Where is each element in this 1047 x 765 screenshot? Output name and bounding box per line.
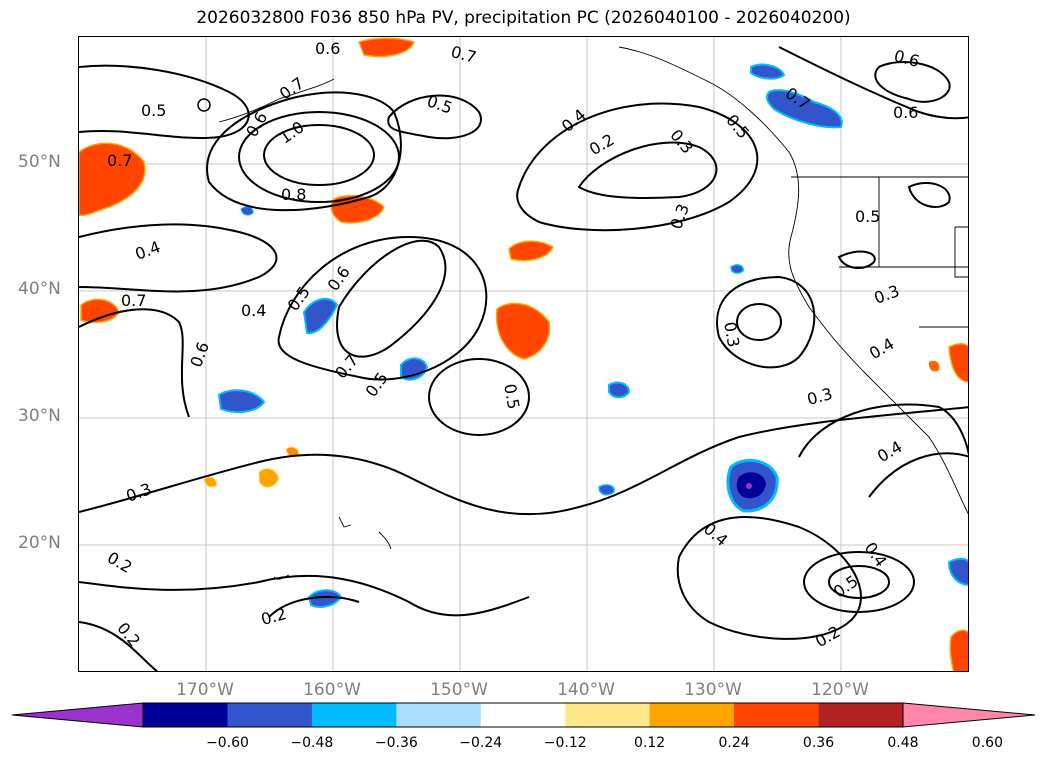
contour-label: 0.4 [699, 519, 732, 550]
lon-label-140w: 140°W [557, 680, 615, 700]
contour-label: 0.6 [242, 108, 272, 141]
contour-label: 0.3 [720, 320, 744, 349]
contour-label: 0.8 [281, 185, 307, 204]
contour-labels: 0.5 0.7 0.6 0.7 1.0 0.8 0.6 0.7 0.5 0.4 … [79, 37, 968, 671]
colorbar-extend-high [902, 702, 1036, 728]
colorbar-tick-label: −0.48 [290, 735, 334, 751]
colorbar-tick-label: 0.12 [634, 735, 666, 751]
contour-label: 0.4 [865, 333, 898, 364]
lat-label-20n: 20°N [18, 533, 61, 553]
contour-label: 0.4 [132, 237, 163, 264]
lat-label-50n: 50°N [18, 152, 61, 172]
colorbar-cell [565, 703, 651, 727]
colorbar-cell [649, 703, 735, 727]
contour-label: 0.4 [873, 436, 906, 467]
contour-label: 0.2 [811, 621, 844, 652]
colorbar-cell [311, 703, 397, 727]
contour-label: 0.7 [121, 291, 147, 310]
contour-label: 0.6 [893, 103, 919, 122]
colorbar-extend-low [11, 702, 144, 728]
contour-label: 0.5 [283, 282, 314, 315]
contour-label: 0.5 [829, 571, 862, 602]
map-plot-area: 0.5 0.7 0.6 0.7 1.0 0.8 0.6 0.7 0.5 0.4 … [78, 36, 969, 672]
graticule [79, 37, 968, 671]
lon-label-130w: 130°W [684, 680, 742, 700]
contour-label: 0.6 [315, 39, 341, 58]
colorbar-tick-label: 0.36 [802, 735, 835, 751]
contour-label: 0.2 [258, 604, 289, 629]
colorbar-cell [734, 703, 820, 727]
colorbar-cell [143, 703, 228, 727]
colorbar [11, 702, 1036, 728]
contour-label: 0.4 [557, 105, 590, 136]
pv-contours [79, 46, 968, 671]
colorbar-cell [818, 703, 904, 727]
contour-label: 0.7 [275, 73, 308, 104]
contour-label: 0.3 [871, 281, 902, 308]
contour-label: 0.7 [331, 350, 363, 383]
pv-small-ring [197, 98, 211, 112]
contour-label: 0.4 [241, 301, 267, 320]
map-title: 2026032800 F036 850 hPa PV, precipitatio… [196, 8, 851, 28]
lat-label-30n: 30°N [18, 406, 61, 426]
colorbar-tick-label: −0.60 [205, 735, 249, 751]
contour-label: 0.2 [103, 547, 136, 578]
lon-label-120w: 120°W [811, 680, 869, 700]
contour-label: 0.3 [123, 479, 154, 506]
colorbar-cell [396, 703, 482, 727]
contour-label: 0.7 [448, 42, 479, 67]
contour-label: 0.3 [666, 125, 698, 158]
contour-label: 1.0 [275, 117, 308, 148]
colorbar-tick-label: 0.48 [887, 735, 919, 751]
contour-label: 0.7 [781, 83, 814, 114]
colorbar-tick-label: 0.24 [718, 735, 750, 751]
contour-label: 0.6 [891, 46, 922, 71]
colorbar-tick-label: 0.60 [971, 735, 1003, 751]
contour-label: 0.6 [186, 339, 214, 370]
colorbar-tick-label: −0.36 [374, 735, 418, 751]
precip-negative-areas [217, 63, 968, 608]
precip-positive-areas [79, 37, 968, 671]
contour-label: 0.5 [424, 91, 455, 118]
contour-label: 0.5 [361, 368, 392, 401]
lon-label-150w: 150°W [430, 680, 488, 700]
contour-label: 0.5 [855, 207, 881, 226]
contour-label: 0.5 [500, 382, 524, 411]
map-canvas [79, 37, 968, 671]
lon-label-160w: 160°W [303, 680, 361, 700]
contour-label: 0.2 [585, 129, 618, 160]
colorbar-cell [227, 703, 313, 727]
colorbar-tick-label: −0.12 [543, 735, 587, 751]
contour-label: 0.5 [722, 110, 754, 143]
contour-label: 0.7 [107, 151, 133, 170]
contour-label: 0.6 [323, 262, 354, 295]
colorbar-cell [480, 703, 566, 727]
lon-label-170w: 170°W [176, 680, 234, 700]
lat-label-40n: 40°N [18, 279, 61, 299]
contour-label: 0.3 [666, 201, 694, 232]
contour-label: 0.5 [141, 101, 167, 120]
contour-label: 0.4 [860, 538, 891, 571]
contour-label: 0.2 [113, 618, 145, 651]
contour-label: 0.3 [804, 384, 835, 409]
colorbar-tick-label: −0.24 [459, 735, 503, 751]
